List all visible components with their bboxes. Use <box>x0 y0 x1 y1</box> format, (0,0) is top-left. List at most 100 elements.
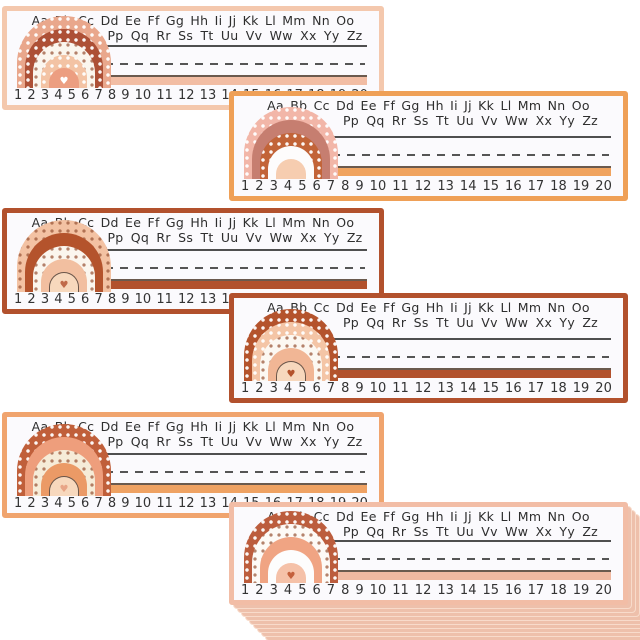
plate-face: Aa Bb Cc Dd Ee Ff Gg Hh Ii Jj Kk Ll Mm N… <box>234 96 623 196</box>
alphabet-row-2: Pp Qq Rr Ss Tt Uu Vv Ww Xx Yy Zz <box>342 524 599 539</box>
number-label: 6 <box>312 583 321 598</box>
number-label: 11 <box>392 583 409 598</box>
number-label: 3 <box>40 496 50 511</box>
number-label: 12 <box>414 583 432 598</box>
number-label: 5 <box>298 381 307 396</box>
number-label: 4 <box>54 496 63 511</box>
number-label: 6 <box>312 381 321 396</box>
number-label: 5 <box>298 583 307 598</box>
boho-rainbow-icon: ♥ <box>17 424 111 496</box>
number-label: 3 <box>269 583 278 598</box>
number-label: 18 <box>550 381 567 396</box>
writing-top-line <box>103 45 367 47</box>
number-label: 11 <box>392 381 409 396</box>
boho-rainbow-icon: ♥ <box>244 511 338 583</box>
number-label: 9 <box>355 179 364 194</box>
number-label: 17 <box>527 179 545 194</box>
name-plate-6: Aa Bb Cc Dd Ee Ff Gg Hh Ii Jj Kk Ll Mm N… <box>229 502 628 605</box>
number-label: 11 <box>156 292 173 307</box>
alphabet-row-2: Pp Qq Rr Ss Tt Uu Vv Ww Xx Yy Zz <box>342 113 599 128</box>
alphabet-row-1: Aa Bb Cc Dd Ee Ff Gg Hh Ii Jj Kk Ll Mm N… <box>31 215 355 230</box>
number-label: 12 <box>178 88 195 103</box>
number-label: 4 <box>283 179 293 194</box>
number-label: 5 <box>67 292 76 307</box>
number-label: 15 <box>482 583 500 598</box>
writing-dashed-midline <box>332 356 609 358</box>
number-label: 8 <box>107 496 117 511</box>
number-label: 7 <box>326 583 336 598</box>
number-label: 2 <box>255 583 264 598</box>
boho-rainbow-icon: ♥ <box>244 309 338 381</box>
writing-dashed-midline <box>105 267 365 269</box>
number-label: 12 <box>178 292 195 307</box>
boho-rainbow-icon <box>244 107 338 179</box>
number-label: 1 <box>14 496 23 511</box>
number-label: 12 <box>414 179 432 194</box>
number-label: 3 <box>269 179 278 194</box>
writing-dashed-midline <box>105 63 365 65</box>
number-label: 14 <box>459 179 477 194</box>
alphabet-row-1: Aa Bb Cc Dd Ee Ff Gg Hh Ii Jj Kk Ll Mm N… <box>31 13 355 28</box>
plate-face: Aa Bb Cc Dd Ee Ff Gg Hh Ii Jj Kk Ll Mm N… <box>7 417 379 513</box>
number-label: 2 <box>255 179 264 194</box>
number-label: 4 <box>54 88 63 103</box>
number-label: 1 <box>14 88 23 103</box>
number-label: 13 <box>199 496 217 511</box>
heart-icon: ♥ <box>59 76 69 87</box>
number-label: 4 <box>283 381 293 396</box>
number-label: 8 <box>107 292 117 307</box>
writing-dashed-midline <box>332 154 609 156</box>
name-plate-4: Aa Bb Cc Dd Ee Ff Gg Hh Ii Jj Kk Ll Mm N… <box>229 293 628 403</box>
number-label: 1 <box>241 381 250 396</box>
boho-rainbow-icon: ♥ <box>17 220 111 292</box>
alphabet-row-1: Aa Bb Cc Dd Ee Ff Gg Hh Ii Jj Kk Ll Mm N… <box>31 419 355 434</box>
number-label: 10 <box>369 179 387 194</box>
number-label: 4 <box>283 583 293 598</box>
number-label: 4 <box>54 292 63 307</box>
number-label: 20 <box>595 179 612 194</box>
number-label: 10 <box>369 583 387 598</box>
number-label: 10 <box>134 88 152 103</box>
number-label: 16 <box>505 583 522 598</box>
number-label: 7 <box>326 381 336 396</box>
number-label: 7 <box>326 179 336 194</box>
writing-baseline-bar <box>330 368 611 378</box>
heart-icon: ♥ <box>59 280 69 291</box>
alphabet-row-2: Pp Qq Rr Ss Tt Uu Vv Ww Xx Yy Zz <box>342 315 599 330</box>
number-label: 9 <box>121 88 130 103</box>
writing-top-line <box>330 338 611 340</box>
number-label: 5 <box>298 179 307 194</box>
number-label: 2 <box>27 88 36 103</box>
alphabet-row-2: Pp Qq Rr Ss Tt Uu Vv Ww Xx Yy Zz <box>107 434 363 449</box>
number-label: 16 <box>505 381 522 396</box>
heart-icon: ♥ <box>59 484 69 495</box>
number-label: 2 <box>27 496 36 511</box>
name-plate-3: Aa Bb Cc Dd Ee Ff Gg Hh Ii Jj Kk Ll Mm N… <box>2 208 384 314</box>
number-label: 8 <box>341 381 350 396</box>
name-plate-2: Aa Bb Cc Dd Ee Ff Gg Hh Ii Jj Kk Ll Mm N… <box>229 91 628 201</box>
number-label: 13 <box>199 88 217 103</box>
number-label: 16 <box>505 179 522 194</box>
number-label: 1 <box>241 179 250 194</box>
number-label: 9 <box>121 292 130 307</box>
number-label: 3 <box>40 292 50 307</box>
number-label: 13 <box>437 179 454 194</box>
number-label: 3 <box>40 88 50 103</box>
number-label: 7 <box>94 496 103 511</box>
rainbow-arc <box>49 68 79 88</box>
plate-face: Aa Bb Cc Dd Ee Ff Gg Hh Ii Jj Kk Ll Mm N… <box>234 507 623 600</box>
number-label: 1 <box>241 583 250 598</box>
number-label: 19 <box>572 179 590 194</box>
number-label: 8 <box>341 583 350 598</box>
writing-dashed-midline <box>332 558 609 560</box>
number-label: 13 <box>437 583 454 598</box>
writing-baseline-bar <box>330 570 611 580</box>
number-label: 17 <box>527 583 545 598</box>
number-label: 8 <box>341 179 350 194</box>
writing-top-line <box>103 249 367 251</box>
number-label: 14 <box>459 583 477 598</box>
alphabet-row-1: Aa Bb Cc Dd Ee Ff Gg Hh Ii Jj Kk Ll Mm N… <box>267 98 590 113</box>
number-label: 20 <box>595 583 612 598</box>
